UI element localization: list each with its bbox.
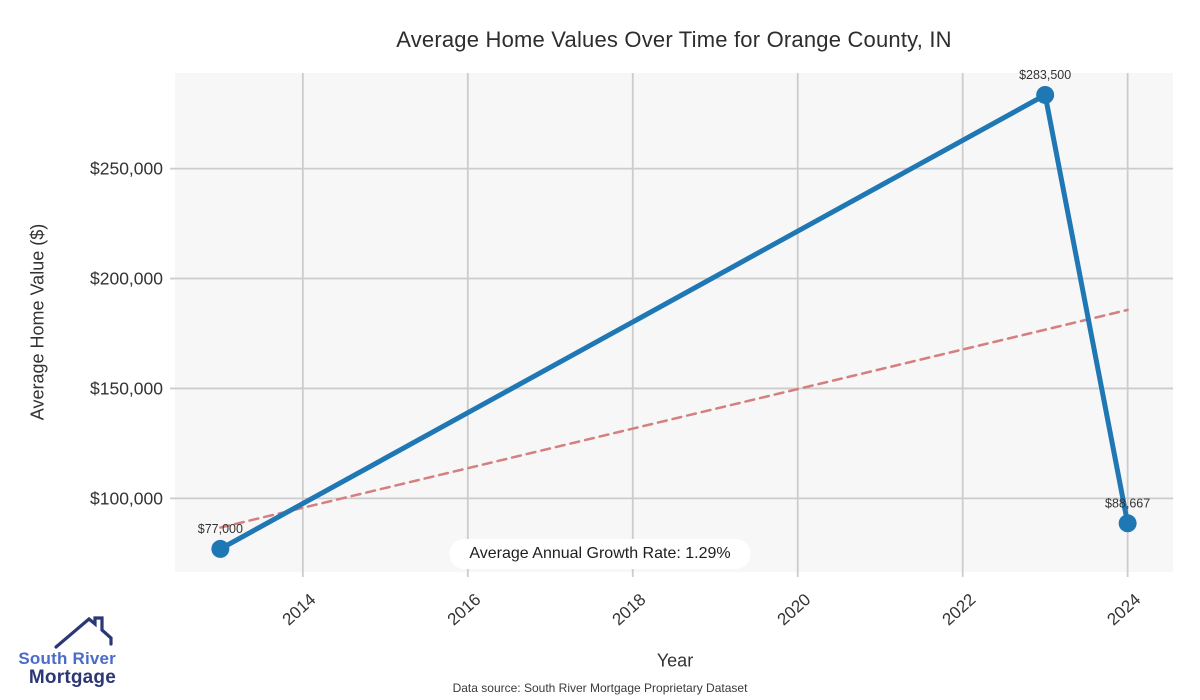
x-tick-label: 2018 <box>609 590 650 629</box>
x-tick-label: 2020 <box>774 590 815 629</box>
x-tick-label: 2016 <box>444 590 485 629</box>
y-tick-label: $250,000 <box>90 159 163 179</box>
data-point <box>1118 514 1137 533</box>
y-tick-label: $200,000 <box>90 269 163 289</box>
x-tick-label: 2024 <box>1103 590 1144 629</box>
y-tick-label: $150,000 <box>90 378 163 398</box>
data-point <box>1036 85 1055 104</box>
y-tick-label: $100,000 <box>90 488 163 508</box>
y-axis-label: Average Home Value ($) <box>27 223 48 421</box>
data-source-note: Data source: South River Mortgage Propri… <box>452 681 748 695</box>
growth-rate-annotation: Average Annual Growth Rate: 1.29% <box>449 539 751 569</box>
trend-line <box>219 308 1129 529</box>
x-tick-label: 2014 <box>279 590 320 629</box>
x-axis-label: Year <box>656 650 694 671</box>
data-point-label: $283,500 <box>1019 68 1071 82</box>
house-roof-icon <box>54 616 113 649</box>
chart-title: Average Home Values Over Time for Orange… <box>396 27 952 52</box>
logo-text-secondary: Mortgage <box>28 666 116 688</box>
plot-area <box>175 73 1173 572</box>
south-river-mortgage-logo: South River Mortgage <box>18 616 116 687</box>
data-point <box>211 539 230 558</box>
logo-text-primary: South River <box>18 649 116 668</box>
x-tick-label: 2022 <box>939 590 980 629</box>
data-point-label: $77,000 <box>198 522 243 536</box>
data-point-label: $88,667 <box>1105 496 1150 510</box>
